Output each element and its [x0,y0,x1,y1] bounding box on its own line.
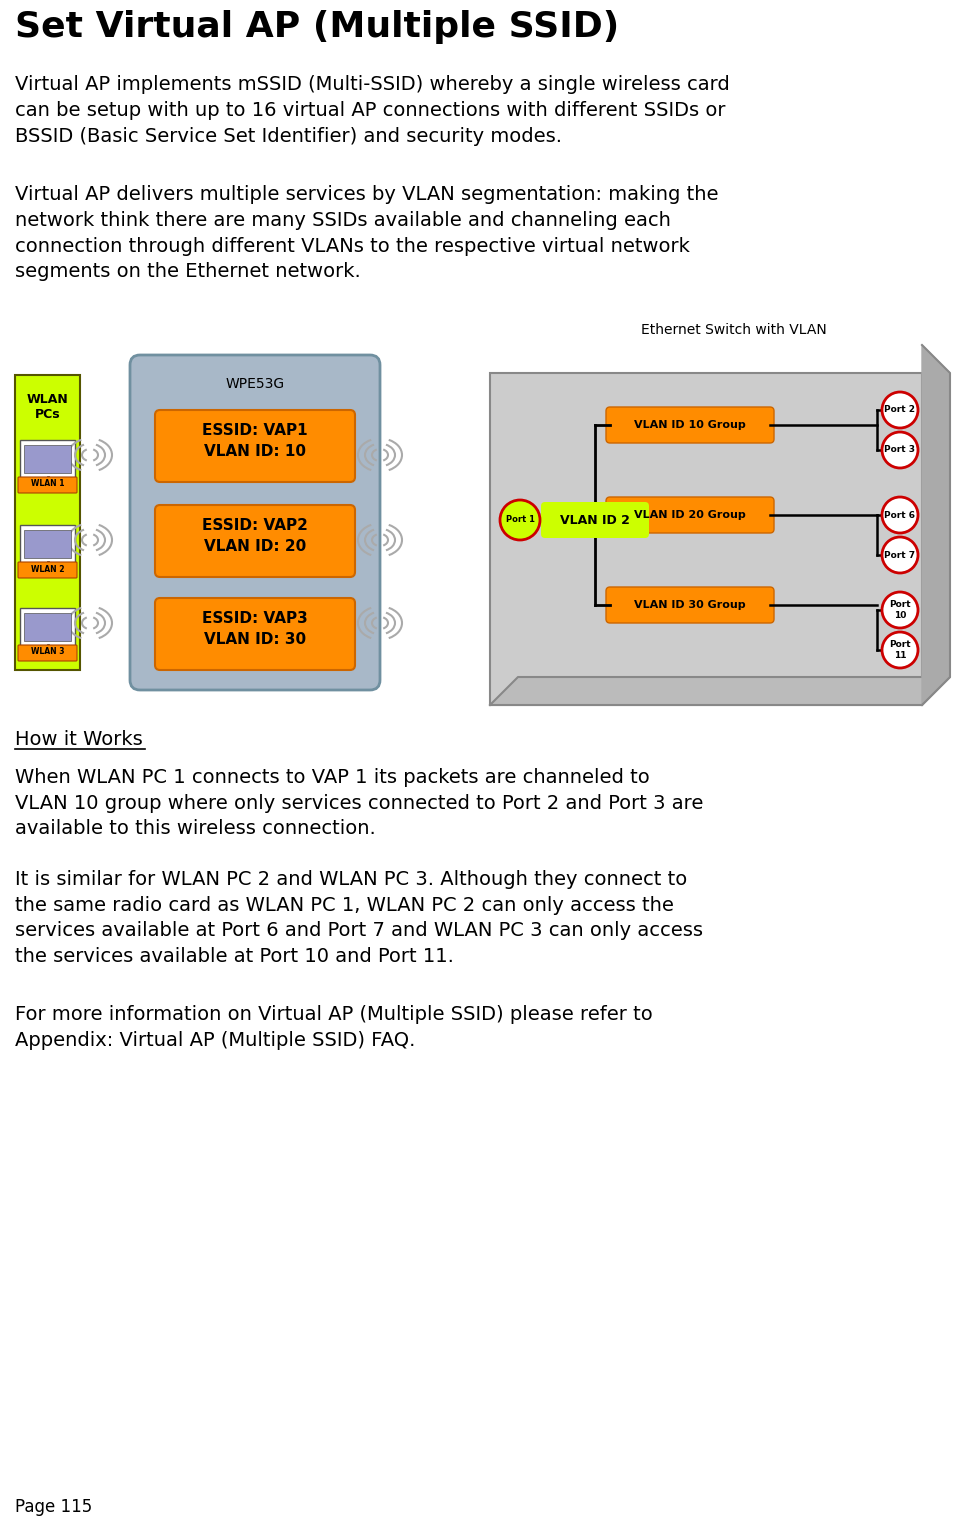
Text: WPE53G: WPE53G [225,376,284,392]
FancyBboxPatch shape [606,587,774,622]
Text: VLAN ID 2: VLAN ID 2 [560,513,630,527]
Circle shape [882,592,918,628]
Text: ESSID: VAP3
VLAN ID: 30: ESSID: VAP3 VLAN ID: 30 [203,612,308,647]
FancyBboxPatch shape [155,505,355,577]
FancyBboxPatch shape [155,410,355,483]
Text: WLAN 1: WLAN 1 [31,480,64,489]
FancyBboxPatch shape [24,613,71,641]
Polygon shape [922,345,950,704]
Text: Ethernet Switch with VLAN: Ethernet Switch with VLAN [641,323,827,337]
Text: VLAN ID 30 Group: VLAN ID 30 Group [634,600,746,610]
Circle shape [882,496,918,533]
FancyBboxPatch shape [606,496,774,533]
Text: ESSID: VAP2
VLAN ID: 20: ESSID: VAP2 VLAN ID: 20 [202,518,308,554]
Text: How it Works: How it Works [15,730,143,748]
FancyBboxPatch shape [20,440,75,478]
FancyBboxPatch shape [490,373,922,704]
Text: VLAN ID 10 Group: VLAN ID 10 Group [634,420,746,430]
FancyBboxPatch shape [18,477,77,493]
FancyBboxPatch shape [541,502,649,537]
Text: ESSID: VAP1
VLAN ID: 10: ESSID: VAP1 VLAN ID: 10 [203,424,308,458]
FancyBboxPatch shape [20,525,75,563]
Text: When WLAN PC 1 connects to VAP 1 its packets are channeled to
VLAN 10 group wher: When WLAN PC 1 connects to VAP 1 its pac… [15,768,703,838]
FancyBboxPatch shape [15,375,80,669]
Text: VLAN ID 20 Group: VLAN ID 20 Group [634,510,746,521]
FancyBboxPatch shape [130,355,380,691]
Circle shape [882,537,918,572]
Text: Virtual AP implements mSSID (Multi-SSID) whereby a single wireless card
can be s: Virtual AP implements mSSID (Multi-SSID)… [15,74,730,146]
Text: WLAN 3: WLAN 3 [31,648,64,656]
Circle shape [500,499,540,540]
FancyBboxPatch shape [18,645,77,660]
Text: Port 6: Port 6 [884,510,916,519]
Text: Port
10: Port 10 [889,600,911,619]
Text: Port 3: Port 3 [884,445,916,454]
Text: Set Virtual AP (Multiple SSID): Set Virtual AP (Multiple SSID) [15,11,619,44]
Text: Port 2: Port 2 [884,405,916,414]
FancyBboxPatch shape [606,407,774,443]
Text: It is similar for WLAN PC 2 and WLAN PC 3. Although they connect to
the same rad: It is similar for WLAN PC 2 and WLAN PC … [15,870,703,967]
Circle shape [882,433,918,468]
Text: For more information on Virtual AP (Multiple SSID) please refer to
Appendix: Vir: For more information on Virtual AP (Mult… [15,1005,653,1050]
Text: Port
11: Port 11 [889,641,911,660]
Text: WLAN
PCs: WLAN PCs [26,393,68,420]
Text: WLAN 2: WLAN 2 [31,565,64,574]
Text: Port 1: Port 1 [506,516,535,525]
Text: Port 7: Port 7 [884,551,916,560]
FancyBboxPatch shape [24,530,71,559]
Circle shape [882,631,918,668]
Text: Page 115: Page 115 [15,1498,93,1516]
Circle shape [882,392,918,428]
Text: Virtual AP delivers multiple services by VLAN segmentation: making the
network t: Virtual AP delivers multiple services by… [15,185,719,281]
Polygon shape [490,677,950,704]
FancyBboxPatch shape [18,562,77,578]
FancyBboxPatch shape [24,445,71,474]
FancyBboxPatch shape [155,598,355,669]
FancyBboxPatch shape [20,609,75,647]
